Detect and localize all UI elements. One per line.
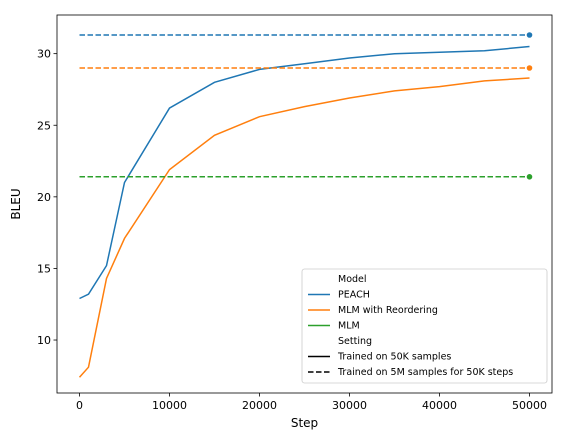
endpoint-markers <box>525 31 534 181</box>
x-tick-label: 50000 <box>512 399 547 412</box>
endpoint-marker-mlm-with-reordering <box>525 64 534 72</box>
legend-title-setting: Setting <box>338 336 372 347</box>
x-tick-label: 20000 <box>242 399 277 412</box>
y-tick-label: 15 <box>37 262 51 275</box>
legend-entry-mlm-with-reordering: MLM with Reordering <box>338 305 438 316</box>
x-axis-label: Step <box>291 416 318 430</box>
endpoint-marker-mlm <box>525 173 534 181</box>
axes: 0 10000 20000 30000 40000 50000 10 15 20 25 30 Step… <box>9 14 553 430</box>
legend-entry-mlm: MLM <box>338 321 360 332</box>
legend-entry-peach: PEACH <box>338 290 370 301</box>
legend-box <box>301 268 548 384</box>
legend-title-model: Model <box>338 274 367 285</box>
y-tick-label: 10 <box>37 334 51 347</box>
y-tick-label: 30 <box>37 48 51 61</box>
endpoint-marker-peach <box>525 31 534 39</box>
y-tick-label: 20 <box>37 191 51 204</box>
series-line-mlm-with-reordering-solid <box>78 77 530 378</box>
legend-entry-setting-solid: Trained on 50K samples <box>337 352 451 363</box>
x-tick-label: 0 <box>76 399 83 412</box>
legend-entry-setting-dashed: Trained on 5M samples for 50K steps <box>337 367 513 378</box>
y-tick-label: 25 <box>37 119 51 132</box>
legend: Model PEACH MLM with Reordering MLM Setting T… <box>301 268 548 384</box>
x-tick-label: 30000 <box>332 399 367 412</box>
y-axis-label: BLEU <box>9 188 23 219</box>
x-tick-label: 10000 <box>152 399 187 412</box>
series-line-peach-solid <box>79 45 530 300</box>
series-layer <box>78 34 530 378</box>
x-tick-label: 40000 <box>422 399 457 412</box>
plot-frame <box>56 14 553 394</box>
